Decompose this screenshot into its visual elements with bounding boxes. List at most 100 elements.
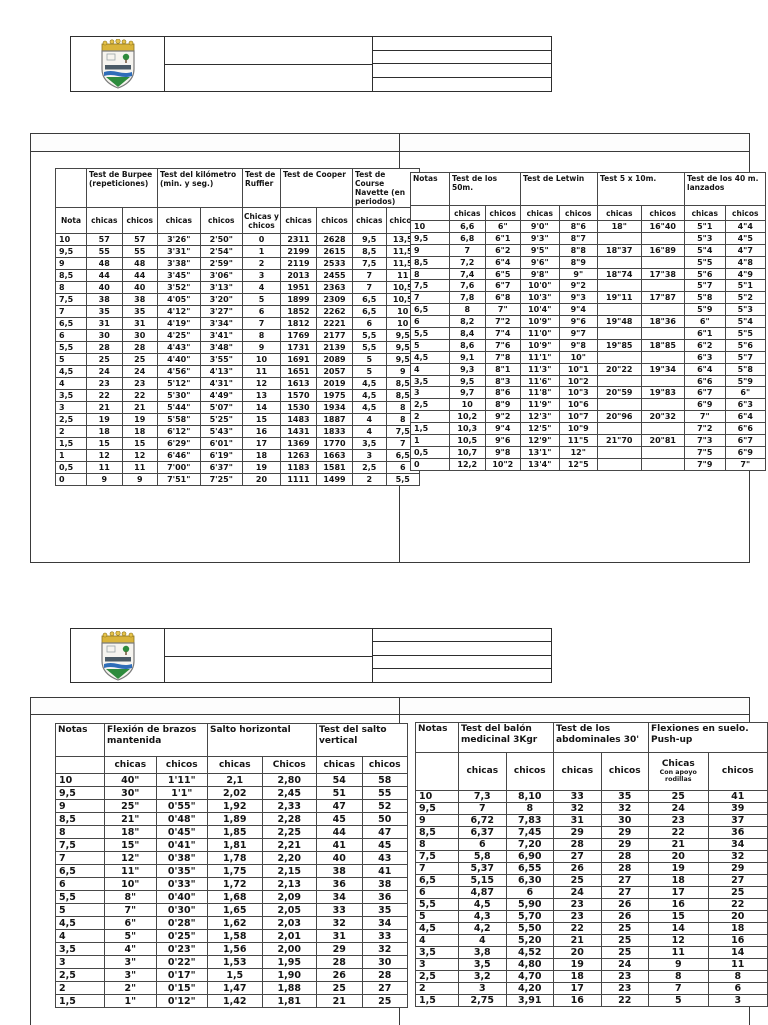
table-row: 8,5 6,37 7,45 29 29 22 36: [415, 826, 768, 839]
value-cell: 3'20": [199, 293, 243, 306]
value-cell: 9"6: [558, 315, 598, 329]
column-subheader: chicos: [600, 752, 649, 791]
value-cell: 57: [121, 233, 158, 246]
value-cell: 25: [600, 922, 649, 935]
value-cell: [640, 255, 685, 269]
value-cell: 6,37: [458, 826, 507, 839]
value-cell: 55: [121, 245, 158, 258]
column-subheader: chicas: [684, 205, 726, 221]
value-cell: 17: [553, 982, 602, 995]
score-cell: 1,5: [55, 994, 105, 1008]
value-cell: 7,6: [449, 279, 486, 293]
value-cell: 20"59: [597, 386, 642, 400]
header-title-row-1: [165, 629, 372, 657]
score-cell: 6: [415, 886, 459, 899]
value-cell: 32: [707, 850, 768, 863]
value-cell: 6"3: [724, 398, 766, 412]
score-cell: 4,5: [410, 350, 450, 364]
value-cell: 58: [361, 773, 408, 787]
table-row: 5 7" 0'30" 1,65 2,05 33 35: [55, 903, 408, 917]
value-cell: 3,2: [458, 970, 507, 983]
value-cell: 5,50: [505, 922, 554, 935]
value-cell: [640, 350, 685, 364]
value-cell: 8,6: [449, 338, 486, 352]
table-row: 7 12" 0'38" 1,78 2,20 40 43: [55, 851, 408, 865]
value-cell: 18: [553, 970, 602, 983]
value-cell: 4: [458, 934, 507, 947]
table-row: 8,5 21" 0'48" 1,89 2,28 45 50: [55, 812, 408, 826]
value-cell: 41: [361, 864, 408, 878]
column-group-header: Flexión de brazos mantenida: [104, 723, 208, 757]
value-cell: 7,20: [505, 838, 554, 851]
value-cell: 20"32: [640, 410, 685, 424]
score-cell: 2,5: [410, 398, 450, 412]
header-title-cells: [164, 629, 373, 682]
table-row: 7,5 15" 0'41" 1,81 2,21 41 45: [55, 838, 408, 852]
value-cell: 34: [316, 890, 363, 904]
value-cell: 10": [104, 877, 157, 891]
value-cell: 11'9": [520, 398, 560, 412]
value-cell: 0'33": [155, 877, 208, 891]
value-cell: 18: [121, 425, 158, 438]
score-cell: 3,5: [410, 374, 450, 388]
score-cell: 3,5: [55, 389, 87, 402]
table-row: 7,5 5,8 6,90 27 28 20 32: [415, 850, 768, 863]
value-cell: 40: [121, 281, 158, 294]
score-cell: 9,5: [55, 786, 105, 800]
value-cell: 9,5: [449, 374, 486, 388]
value-cell: 35: [121, 305, 158, 318]
value-cell: 26: [600, 898, 649, 911]
value-cell: 8,5: [352, 245, 387, 258]
value-cell: 31: [316, 929, 363, 943]
table-row: 3 21 21 5'44" 5'07" 14 1530 1934 4,5 8: [55, 401, 420, 414]
value-cell: 1,85: [207, 825, 263, 839]
value-cell: 35: [86, 305, 123, 318]
table-row: 0 9 9 7'51" 7'25" 20 1111 1499 2 5,5: [55, 473, 420, 486]
value-cell: 1651: [280, 365, 317, 378]
value-cell: [640, 445, 685, 459]
value-cell: 1183: [280, 461, 317, 474]
value-cell: 30: [86, 329, 123, 342]
table-row: 8 7,4 6"5 9'8" 9" 18"74 17"38 5"6 4"9: [410, 267, 766, 281]
value-cell: 6"6: [724, 422, 766, 436]
value-cell: 18": [104, 825, 157, 839]
table-row: 6 4,87 6 24 27 17 25: [415, 886, 768, 899]
value-cell: 6"7: [684, 386, 726, 400]
value-cell: 11'8": [520, 386, 560, 400]
value-cell: 5,20: [505, 934, 554, 947]
value-cell: 0'22": [155, 955, 208, 969]
value-cell: 6"2: [684, 338, 726, 352]
value-cell: 2309: [316, 293, 353, 306]
value-cell: 18"85: [640, 338, 685, 352]
column-group-header: Test de Ruffier: [242, 168, 281, 208]
value-cell: 30: [600, 814, 649, 827]
table-row: 7 5,37 6,55 26 28 19 29: [415, 862, 768, 875]
value-cell: 9,1: [449, 350, 486, 364]
value-cell: 6"8: [484, 291, 521, 305]
value-cell: 2615: [316, 245, 353, 258]
value-cell: 10"2: [484, 457, 521, 471]
value-cell: 12'9": [520, 434, 560, 447]
value-cell: 12,2: [449, 457, 486, 471]
value-cell: 4: [352, 413, 387, 426]
header-info-row-2: [373, 51, 551, 64]
column-subheader: [415, 752, 459, 791]
value-cell: 40: [86, 281, 123, 294]
value-cell: 5'12": [157, 377, 201, 390]
table-row: 5 4,3 5,70 23 26 15 20: [415, 910, 768, 923]
value-cell: 17: [648, 886, 709, 899]
value-cell: 18: [86, 425, 123, 438]
value-cell: 4'31": [199, 377, 243, 390]
value-cell: 20"81: [640, 434, 685, 447]
score-cell: 8,5: [55, 269, 87, 282]
column-group-header: Test de Burpee (repeticiones): [86, 168, 158, 208]
value-cell: 2,02: [207, 786, 263, 800]
value-cell: 7: [352, 281, 387, 294]
table-row: 2,5 3" 0'17" 1,5 1,90 26 28: [55, 968, 408, 982]
score-cell: 4: [410, 362, 450, 376]
column-subheader: chicos: [707, 752, 768, 791]
column-subheader: chicas: [207, 756, 263, 774]
value-cell: 8"6: [558, 220, 598, 233]
value-cell: [597, 445, 642, 459]
value-cell: 1,95: [261, 955, 317, 969]
